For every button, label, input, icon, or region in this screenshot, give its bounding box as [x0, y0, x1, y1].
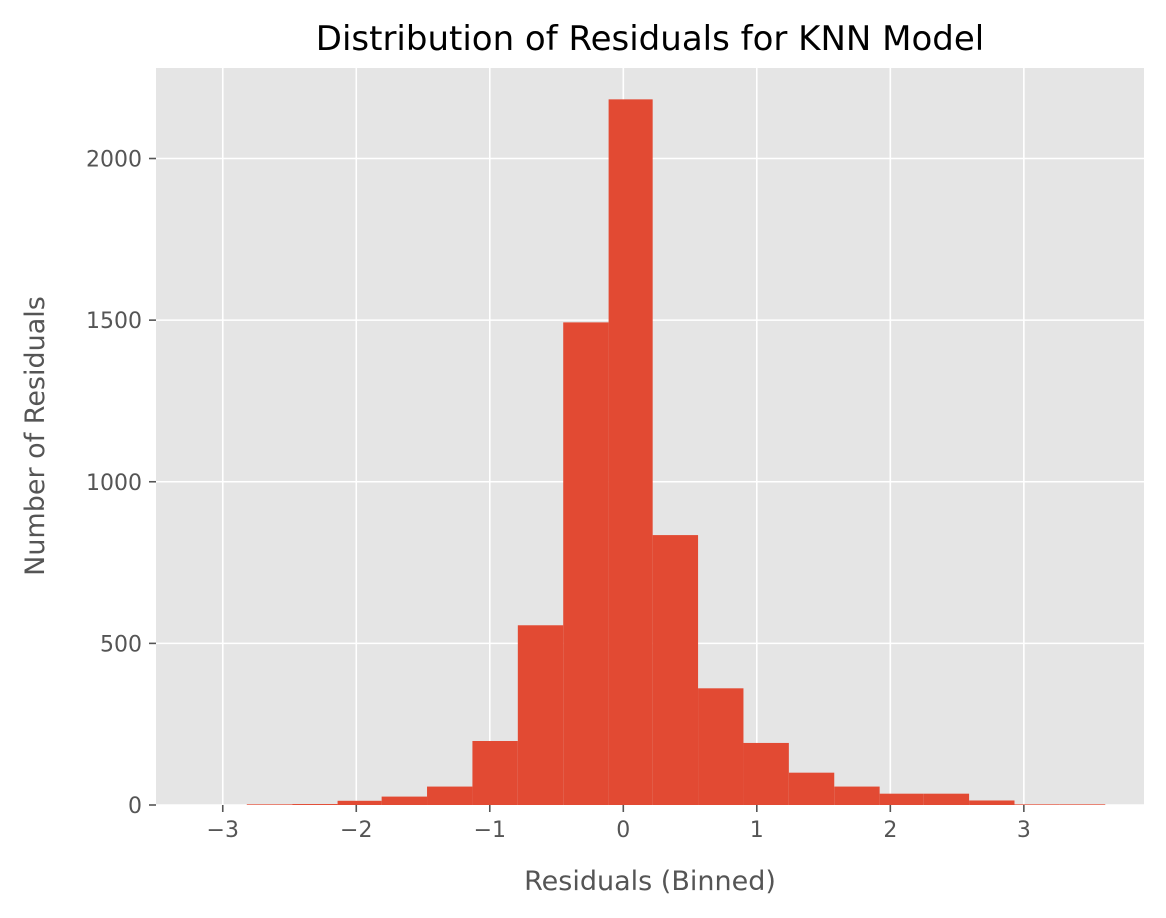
histogram-bar — [1059, 804, 1106, 805]
histogram-bar — [246, 804, 293, 805]
histogram-bar — [698, 688, 744, 805]
histogram-bar — [652, 535, 699, 805]
x-axis-label: Residuals (Binned) — [524, 866, 776, 897]
histogram-bar — [879, 793, 924, 805]
y-tick-label: 1500 — [86, 309, 142, 334]
x-tick-label: 1 — [750, 818, 764, 843]
x-tick-label: 2 — [883, 818, 897, 843]
y-tick-label: 2000 — [86, 148, 142, 173]
y-tick-label: 1000 — [86, 471, 142, 496]
x-tick-label: −2 — [340, 818, 372, 843]
y-tick-label: 0 — [128, 794, 142, 819]
y-axis-label: Number of Residuals — [20, 296, 51, 576]
x-tick-label: 0 — [616, 818, 630, 843]
histogram-bar — [517, 625, 564, 805]
chart-title: Distribution of Residuals for KNN Model — [316, 19, 984, 59]
histogram-bar — [788, 772, 835, 805]
histogram-bar — [743, 742, 789, 805]
histogram-bar — [608, 99, 653, 805]
x-tick-label: −1 — [474, 818, 506, 843]
x-tick-label: 3 — [1017, 818, 1031, 843]
histogram-bar — [834, 786, 880, 805]
histogram-bar — [969, 800, 1015, 805]
histogram-bar — [472, 740, 518, 805]
y-axis-ticks: 0 500 1000 1500 2000 — [86, 148, 156, 819]
histogram-bar — [427, 786, 473, 805]
x-tick-label: −3 — [207, 818, 239, 843]
histogram-bar — [292, 804, 338, 805]
y-tick-label: 500 — [100, 632, 142, 657]
histogram-bar — [381, 796, 428, 805]
histogram-bar — [337, 800, 382, 805]
histogram-bar — [1014, 804, 1060, 805]
histogram-bars — [246, 99, 1106, 805]
x-axis-ticks: −3 −2 −1 0 1 2 3 — [207, 805, 1031, 843]
histogram-bar — [923, 793, 970, 805]
histogram-bar — [563, 322, 609, 805]
